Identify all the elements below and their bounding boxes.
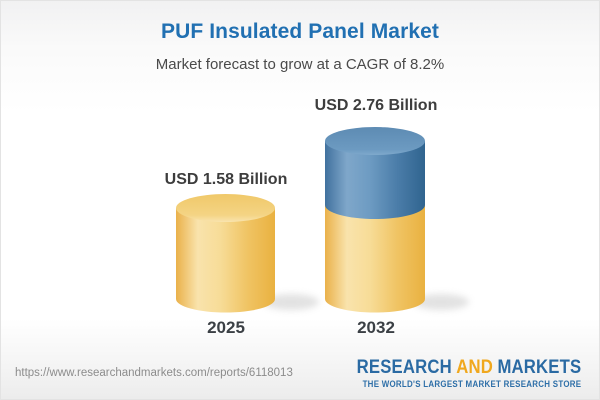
report-url: https://www.researchandmarkets.com/repor… [15, 367, 293, 379]
axis-category-label-2025: 2025 [207, 318, 245, 337]
bar-value-label-2032: USD 2.76 Billion [314, 97, 438, 114]
cylinder-2025 [176, 194, 275, 313]
cylinder-2032-top [325, 127, 425, 155]
cylinder-2032 [325, 127, 425, 313]
logo-researchandmarkets: RESEARCH AND MARKETS THE WORLD'S LARGEST M… [356, 358, 581, 389]
chart-title: PUF Insulated Panel Market [160, 20, 439, 43]
cylinder-2032-growth-segment [325, 141, 425, 219]
cylinder-2032-base-segment [325, 205, 425, 313]
shadow-2025 [263, 294, 319, 310]
shadow-2032 [413, 294, 469, 310]
bar-value-label-2025: USD 1.58 Billion [164, 171, 288, 188]
cylinder-2025-body [176, 208, 275, 313]
axis-category-label-2032: 2032 [357, 318, 395, 337]
logo-wordmark: RESEARCH AND MARKETS [356, 358, 581, 377]
chart-subtitle: Market forecast to grow at a CAGR of 8.2… [155, 56, 445, 73]
logo-word-and: AND [455, 357, 493, 378]
logo-word-markets: MARKETS [497, 357, 581, 378]
logo-tagline: THE WORLD'S LARGEST MARKET RESEARCH STOR… [362, 379, 581, 389]
cylinder-2025-top [176, 194, 275, 222]
logo-word-research: RESEARCH [356, 357, 452, 378]
